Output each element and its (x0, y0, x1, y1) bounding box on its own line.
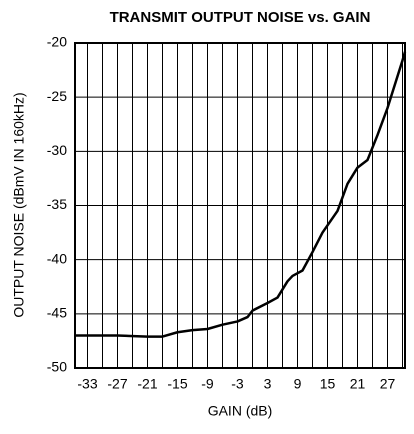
y-tick-label: -45 (47, 305, 67, 321)
y-tick-label: -20 (47, 34, 67, 50)
x-tick-label: -3 (231, 376, 244, 392)
plot-frame (74, 42, 406, 369)
data-line (75, 51, 407, 338)
y-tick-label: -30 (47, 142, 67, 158)
chart-title: TRANSMIT OUTPUT NOISE vs. GAIN (110, 9, 371, 26)
y-tick-label: -50 (47, 359, 67, 375)
x-tick-label: -21 (137, 376, 157, 392)
x-tick-label: -9 (201, 376, 214, 392)
x-tick-label: -15 (167, 376, 187, 392)
x-tick-label: 9 (294, 376, 302, 392)
x-tick-label: 21 (350, 376, 366, 392)
y-tick-label: -25 (47, 88, 67, 104)
x-tick-label: 15 (320, 376, 336, 392)
y-axis-label: OUTPUT NOISE (dBmV IN 160kHz) (11, 92, 27, 317)
x-tick-label: -27 (107, 376, 127, 392)
x-axis-label: GAIN (dB) (208, 403, 273, 419)
x-tick-label: 27 (380, 376, 396, 392)
x-tick-label: 3 (264, 376, 272, 392)
y-tick-label: -40 (47, 250, 67, 266)
y-tick-label: -35 (47, 196, 67, 212)
x-tick-label: -33 (77, 376, 97, 392)
